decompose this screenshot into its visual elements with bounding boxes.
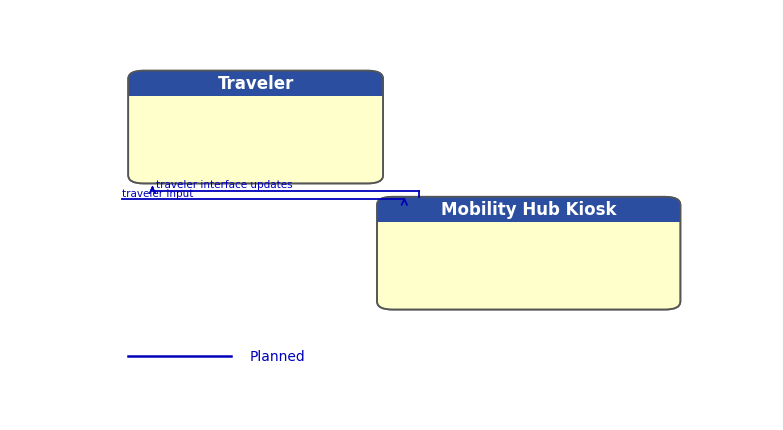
- FancyBboxPatch shape: [377, 197, 680, 310]
- Text: Traveler: Traveler: [218, 75, 294, 93]
- Text: Planned: Planned: [250, 349, 305, 363]
- Text: traveler input: traveler input: [122, 189, 193, 199]
- Bar: [128, 83, 383, 96]
- Text: Mobility Hub Kiosk: Mobility Hub Kiosk: [441, 201, 616, 219]
- Bar: [377, 209, 680, 222]
- FancyBboxPatch shape: [128, 71, 383, 96]
- FancyBboxPatch shape: [128, 71, 383, 184]
- FancyBboxPatch shape: [377, 197, 680, 222]
- Text: traveler interface updates: traveler interface updates: [156, 180, 292, 190]
